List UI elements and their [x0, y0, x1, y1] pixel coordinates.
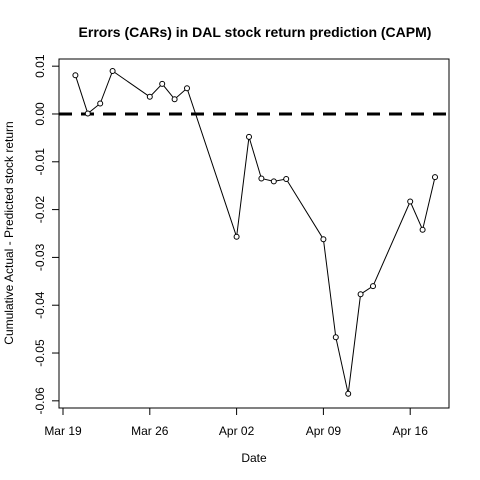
data-point [408, 199, 413, 204]
data-point [333, 335, 338, 340]
data-point [358, 292, 363, 297]
data-point [160, 81, 165, 86]
y-tick-label: 0.00 [33, 102, 47, 126]
data-point [346, 391, 351, 396]
x-tick-label: Apr 16 [393, 424, 429, 438]
data-point [284, 177, 289, 182]
x-axis: Mar 19 Mar 26 Apr 02 Apr 09 Apr 16 [44, 408, 428, 438]
data-point [147, 94, 152, 99]
x-axis-label: Date [241, 451, 267, 465]
data-point [185, 86, 190, 91]
series-line [75, 71, 435, 394]
data-point [271, 179, 276, 184]
data-point [259, 176, 264, 181]
y-tick-label: 0.01 [33, 54, 47, 78]
y-tick-label: -0.01 [33, 148, 47, 176]
data-point [172, 97, 177, 102]
x-tick-label: Apr 09 [306, 424, 342, 438]
chart-title: Errors (CARs) in DAL stock return predic… [79, 24, 432, 40]
data-point [73, 73, 78, 78]
data-point [247, 134, 252, 139]
y-tick-label: -0.02 [33, 196, 47, 224]
data-point [98, 101, 103, 106]
y-tick-label: -0.04 [33, 291, 47, 319]
y-axis: 0.01 0.00 -0.01 -0.02 -0.03 -0.04 -0.05 -0.06 [33, 54, 59, 414]
plot-frame [59, 59, 449, 408]
y-tick-label: -0.03 [33, 243, 47, 271]
data-point [321, 237, 326, 242]
data-point [433, 175, 438, 180]
x-tick-label: Mar 26 [131, 424, 169, 438]
data-point [234, 234, 239, 239]
data-point [110, 69, 115, 74]
data-point [420, 227, 425, 232]
x-tick-label: Mar 19 [44, 424, 82, 438]
data-point [85, 111, 90, 116]
series-points [73, 69, 438, 397]
y-tick-label: -0.05 [33, 339, 47, 367]
x-tick-label: Apr 02 [219, 424, 255, 438]
y-axis-label: Cumulative Actual - Predicted stock retu… [2, 121, 16, 344]
y-tick-label: -0.06 [33, 387, 47, 415]
data-point [371, 284, 376, 289]
